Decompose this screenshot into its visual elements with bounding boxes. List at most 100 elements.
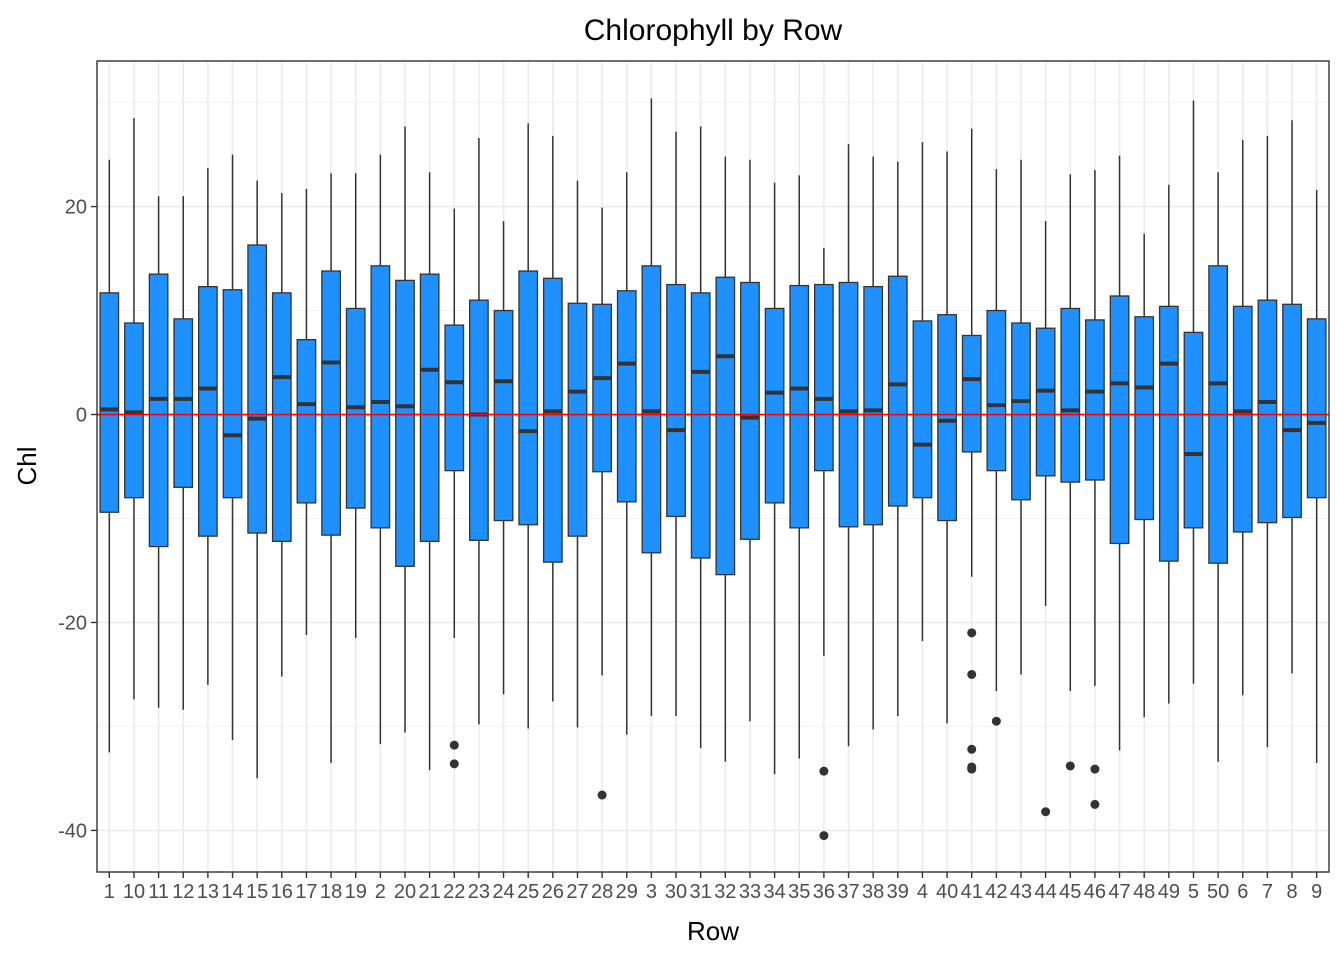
box: [1109, 295, 1130, 545]
x-tick-label: 12: [172, 881, 194, 903]
x-tick-label: 19: [345, 881, 367, 903]
x-tick-label: 48: [1133, 881, 1155, 903]
box: [937, 314, 957, 522]
x-tick-label: 35: [788, 881, 810, 903]
y-axis-title: Chl: [12, 446, 42, 485]
x-tick-label: 46: [1084, 881, 1106, 903]
x-tick-label: 6: [1237, 881, 1248, 903]
box: [1183, 331, 1204, 529]
box: [148, 273, 169, 548]
x-tick-label: 3: [646, 881, 657, 903]
x-tick-label: 9: [1311, 881, 1322, 903]
outlier-point: [1090, 764, 1100, 774]
box: [887, 275, 908, 507]
x-tick-label: 13: [197, 881, 219, 903]
box: [469, 299, 489, 541]
box: [419, 273, 440, 543]
box: [764, 307, 785, 504]
x-tick-label: 37: [837, 881, 859, 903]
x-tick-label: 42: [985, 881, 1007, 903]
x-tick-label: 1: [104, 881, 115, 903]
y-tick-label: -20: [58, 612, 87, 634]
box: [813, 283, 834, 472]
x-tick-label: 25: [517, 881, 539, 903]
x-tick-label: 16: [271, 881, 293, 903]
x-tick-label: 32: [714, 881, 736, 903]
box: [99, 292, 120, 513]
x-tick-label: 47: [1108, 881, 1130, 903]
box: [838, 281, 859, 528]
box: [616, 290, 637, 503]
box: [863, 285, 884, 526]
x-tick-label: 43: [1010, 881, 1032, 903]
outlier-point: [1041, 807, 1051, 817]
x-tick-label: 28: [591, 881, 613, 903]
x-tick-label: 17: [295, 881, 317, 903]
x-tick-label: 39: [887, 881, 909, 903]
box: [1011, 322, 1031, 501]
x-tick-label: 22: [443, 881, 465, 903]
x-tick-label: 41: [961, 881, 983, 903]
box: [1134, 316, 1155, 521]
box: [592, 303, 613, 473]
x-tick-label: 4: [917, 881, 928, 903]
x-tick-label: 50: [1207, 881, 1229, 903]
box: [1306, 318, 1327, 499]
x-tick-label: 30: [665, 881, 687, 903]
outlier-point: [819, 766, 829, 776]
x-tick-label: 44: [1035, 881, 1057, 903]
x-tick-label: 20: [394, 881, 416, 903]
x-tick-label: 34: [763, 881, 785, 903]
chart-title: Chlorophyll by Row: [584, 14, 843, 47]
plot-border: [96, 60, 1330, 873]
box: [740, 281, 760, 540]
outlier-point: [819, 831, 829, 841]
box: [789, 284, 810, 529]
x-tick-label: 33: [739, 881, 761, 903]
box: [395, 279, 415, 567]
x-tick-label: 23: [468, 881, 490, 903]
outlier-point: [967, 764, 977, 774]
outlier-point: [597, 790, 607, 800]
outlier-point: [967, 669, 977, 679]
x-tick-label: 38: [862, 881, 884, 903]
x-tick-label: 2: [375, 881, 386, 903]
box: [197, 285, 218, 537]
x-tick-label: 5: [1188, 881, 1199, 903]
box: [567, 302, 588, 537]
outlier-point: [967, 744, 977, 754]
box: [1035, 327, 1056, 477]
outlier-point: [1065, 761, 1075, 771]
x-tick-label: 36: [813, 881, 835, 903]
box: [690, 292, 711, 559]
box: [271, 292, 292, 543]
x-axis-title: Row: [687, 916, 739, 946]
x-tick-label: 45: [1059, 881, 1081, 903]
x-tick-label: 14: [221, 881, 243, 903]
box: [321, 270, 341, 536]
box: [1232, 305, 1253, 533]
box: [986, 309, 1007, 472]
box: [1158, 305, 1179, 562]
box: [542, 277, 563, 563]
box: [247, 244, 268, 534]
y-tick-label: -40: [58, 820, 87, 842]
x-tick-label: 31: [690, 881, 712, 903]
x-tick-label: 24: [492, 881, 514, 903]
x-tick-label: 8: [1286, 881, 1297, 903]
x-tick-label: 7: [1262, 881, 1273, 903]
outlier-point: [449, 759, 459, 769]
box: [715, 276, 736, 576]
box: [912, 320, 933, 499]
box: [641, 265, 662, 554]
plot-area: 200-20-401 10 11 12 13 14 15 16 17 18 19 2 20 21 22 23 2…: [58, 60, 1330, 903]
x-tick-label: 21: [419, 881, 441, 903]
y-tick-label: 0: [76, 405, 87, 427]
box: [370, 265, 391, 529]
box: [1282, 303, 1302, 519]
x-tick-label: 49: [1158, 881, 1180, 903]
box: [444, 324, 465, 472]
box: [222, 289, 243, 499]
x-tick-label: 40: [936, 881, 958, 903]
